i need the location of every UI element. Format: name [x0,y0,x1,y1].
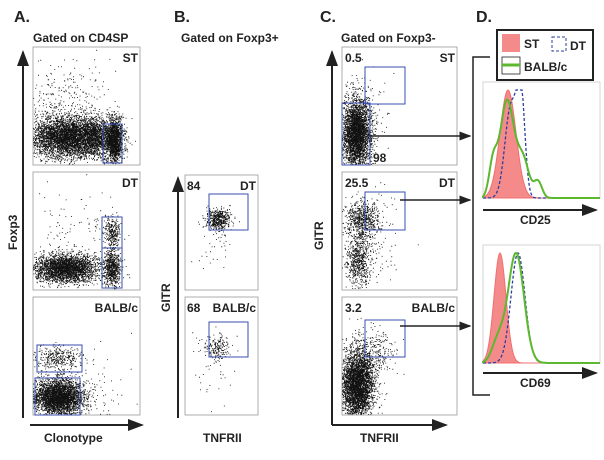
b-dt-label: DT [240,179,257,193]
b-dt-gate-value: 84 [187,179,201,193]
a-st-dots-clonotype [97,105,129,165]
legend-st-swatch [502,34,520,52]
c-dt-gate [364,191,406,231]
a-balb-gate-foxp3 [36,344,83,373]
c-dt-dots-lower [342,232,379,289]
a-balb-dots-foxp3 [33,343,95,376]
bracket [472,56,490,396]
c-st-gate-gitr [364,66,406,105]
a-balb-dots-main [33,362,97,415]
panel-d-label: D. [476,9,492,26]
b-y-label: GITR [159,283,173,312]
b-dt-gate [208,193,249,231]
a-balb-label: BALB/c [95,301,139,315]
a-dt-dots-main [33,243,130,289]
b-balb-dots [198,332,239,367]
a-balb-dots-sparse [34,332,138,415]
a-st-gate [102,123,123,164]
panel-c-label: C. [320,9,336,26]
c-st-gate-value-2: 98 [373,151,387,165]
legend-st: ST [524,37,540,51]
d-cd69-label: CD69 [520,376,551,390]
c-st-gate-main [341,102,371,166]
c-st-label: ST [440,51,456,65]
c-balb-gate-value: 3.2 [345,301,362,315]
c-y-label: GITR [312,221,326,250]
panel-b-title: Gated on Foxp3+ [181,31,279,45]
legend-dt-swatch [551,36,567,52]
b-balb-label: BALB/c [213,301,257,315]
b-dt-dots [198,204,240,236]
c-balb-gate [364,319,406,358]
a-balb-gate-main [34,377,81,416]
legend: ST DT BALB/c [496,29,594,81]
legend-dt: DT [570,39,587,53]
c-dt-label: DT [439,176,456,190]
panel-a-label: A. [14,9,30,26]
a-st-dots-mid [61,108,133,165]
a-dt-dots-clonotype [100,241,126,290]
a-dt-gate-lower [101,247,123,289]
panel-a-title: Gated on CD4SP [33,31,128,45]
c-balb-label: BALB/c [412,301,456,315]
c-st-gate-value: 0.5 [345,51,362,65]
a-dt-label: DT [122,176,139,190]
b-x-label: TNFRII [203,431,242,445]
panel-c-title: Gated on Foxp3- [341,31,436,45]
d-cd69-histogram-balb-curve [482,251,600,364]
a-dt-dots-foxp3 [99,212,126,260]
c-st-dots [342,75,383,165]
a-x-label: Clonotype [44,431,103,445]
a-st-label: ST [123,51,139,65]
d-cd25-histogram-balb-curve [482,98,600,199]
c-dt-dots-upper [342,191,385,248]
c-dt-gate-value: 25.5 [345,176,369,190]
d-cd25-label: CD25 [520,213,551,227]
a-y-label: Foxp3 [6,214,20,250]
b-balb-gate [208,321,249,358]
b-balb-gate-value: 68 [187,301,201,315]
c-x-label: TNFRII [360,431,399,445]
panel-b-label: B. [174,9,190,26]
c-balb-dots [342,317,388,415]
legend-balb: BALB/c [524,60,568,74]
b-plot-frame [184,296,259,416]
